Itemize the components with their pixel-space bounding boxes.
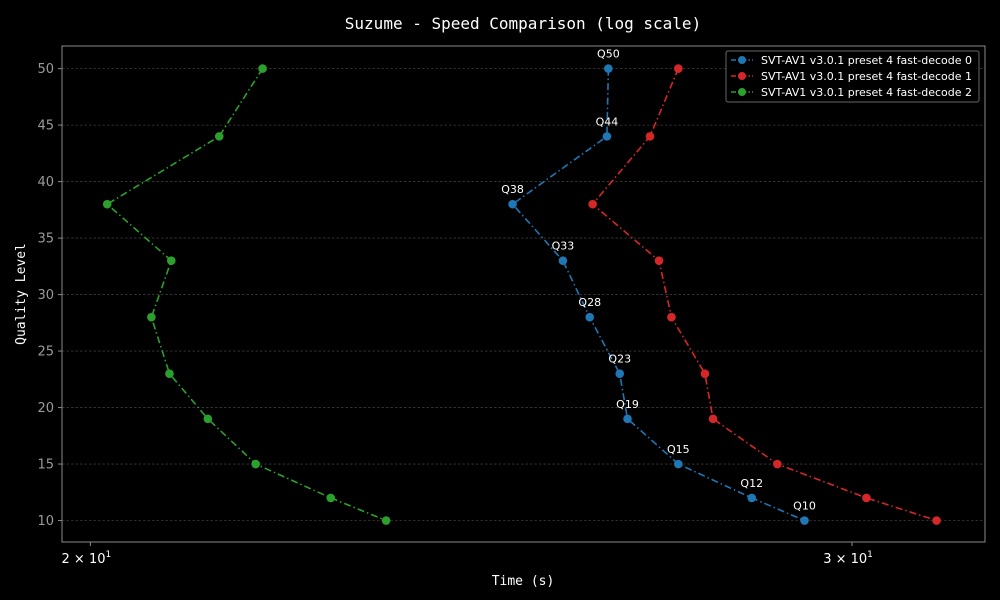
data-point — [558, 256, 568, 265]
y-tick-label: 25 — [37, 345, 54, 360]
y-tick-label: 20 — [37, 401, 54, 416]
point-label: Q28 — [578, 296, 601, 309]
point-label: Q19 — [616, 398, 639, 411]
data-point — [326, 493, 336, 503]
series-1 — [588, 64, 941, 525]
data-point — [800, 516, 809, 525]
data-point — [932, 516, 941, 525]
y-tick-label: 10 — [37, 514, 54, 529]
data-point — [588, 199, 597, 209]
point-label: Q10 — [793, 500, 816, 513]
point-label: Q23 — [608, 353, 631, 366]
y-axis-label: Quality Level — [14, 243, 29, 345]
data-point — [862, 493, 871, 503]
y-tick-label: 15 — [37, 458, 54, 473]
grid-layer — [62, 68, 985, 521]
x-tick-label: 2 × 101 — [62, 550, 112, 567]
data-point — [602, 132, 612, 141]
point-label: Q15 — [667, 443, 690, 456]
data-point — [747, 493, 757, 503]
data-point — [165, 369, 174, 378]
legend-marker — [738, 56, 746, 64]
legend-entry: SVT-AV1 v3.0.1 preset 4 fast-decode 0 — [731, 54, 972, 67]
data-point — [585, 312, 595, 322]
data-point — [700, 369, 710, 378]
x-tick-label-exponent: 1 — [106, 550, 112, 560]
series-0: Q50 Q44 Q38 Q33 Q28 Q23 Q19 Q15 Q12 Q10 — [501, 48, 816, 525]
series-line — [105, 68, 387, 522]
legend-entry: SVT-AV1 v3.0.1 preset 4 fast-decode 2 — [731, 86, 972, 99]
point-label: Q50 — [597, 48, 620, 61]
plot-area: Q50 Q44 Q38 Q33 Q28 Q23 Q19 Q15 Q12 Q10 10 15 20 25 3… — [37, 45, 986, 567]
point-label: Q12 — [740, 477, 763, 490]
data-point — [147, 312, 156, 322]
x-axis-label: Time (s) — [492, 574, 555, 589]
series-2 — [102, 64, 391, 525]
data-point — [654, 256, 664, 265]
data-point — [508, 199, 517, 209]
data-point — [708, 414, 718, 424]
data-point — [645, 132, 655, 141]
series-line — [511, 68, 805, 522]
point-label: Q33 — [552, 240, 575, 253]
data-point — [623, 414, 632, 424]
data-point — [667, 312, 676, 322]
data-point — [674, 459, 683, 469]
data-point — [604, 64, 613, 73]
data-point — [214, 132, 224, 141]
data-point — [773, 459, 782, 469]
legend-entry: SVT-AV1 v3.0.1 preset 4 fast-decode 1 — [731, 70, 972, 83]
legend-marker — [738, 72, 746, 80]
y-tick-label: 40 — [37, 175, 54, 190]
point-label: Q44 — [596, 115, 619, 128]
y-tick-label: 50 — [37, 62, 54, 77]
data-point — [166, 256, 176, 265]
legend-marker — [738, 88, 746, 96]
x-tick-label-base: 2 × 10 — [62, 552, 106, 567]
data-point — [203, 414, 213, 424]
y-tick-label: 30 — [37, 288, 54, 303]
legend-box — [725, 50, 980, 103]
chart-title: Suzume - Speed Comparison (log scale) — [345, 14, 701, 33]
legend-label: SVT-AV1 v3.0.1 preset 4 fast-decode 1 — [761, 70, 972, 83]
series-layer: Q50 Q44 Q38 Q33 Q28 Q23 Q19 Q15 Q12 Q10 — [102, 48, 941, 525]
legend: SVT-AV1 v3.0.1 preset 4 fast-decode 0 SVT… — [725, 50, 980, 103]
x-tick-label: 3 × 101 — [823, 550, 873, 567]
data-point — [102, 199, 112, 209]
y-tick-label: 35 — [37, 232, 54, 247]
plot-frame — [61, 45, 986, 543]
x-tick-label-base: 3 × 10 — [823, 552, 867, 567]
data-point — [251, 459, 261, 469]
data-point — [258, 64, 267, 73]
data-point — [381, 516, 391, 525]
point-label: Q38 — [501, 183, 524, 196]
y-tick-label: 45 — [37, 119, 54, 134]
data-point — [674, 64, 683, 73]
series-line — [591, 68, 937, 522]
data-point — [615, 369, 625, 378]
x-tick-label-exponent: 1 — [867, 550, 873, 560]
legend-label: SVT-AV1 v3.0.1 preset 4 fast-decode 0 — [761, 54, 972, 67]
legend-label: SVT-AV1 v3.0.1 preset 4 fast-decode 2 — [761, 86, 972, 99]
